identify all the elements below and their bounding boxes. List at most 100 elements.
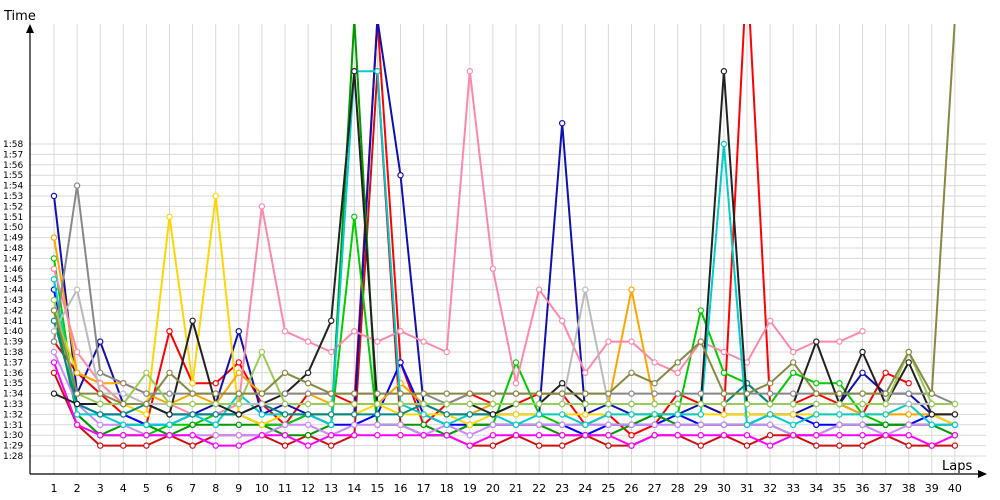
data-point xyxy=(73,421,81,428)
data-point xyxy=(882,411,889,418)
data-point xyxy=(351,328,358,335)
data-point xyxy=(674,432,681,439)
data-point xyxy=(859,411,866,418)
data-point xyxy=(628,421,635,428)
data-point xyxy=(743,421,751,428)
data-point xyxy=(882,390,889,397)
data-point xyxy=(836,400,843,408)
x-tick-label: 20 xyxy=(486,482,500,495)
y-tick-label: 1:54 xyxy=(3,182,23,192)
data-point xyxy=(258,432,266,439)
y-tick-label: 1:48 xyxy=(3,244,23,254)
data-point xyxy=(882,432,889,439)
data-point xyxy=(489,442,497,449)
y-tick-label: 1:42 xyxy=(3,306,23,316)
data-point xyxy=(559,119,566,127)
data-point xyxy=(374,432,381,439)
data-point xyxy=(397,400,404,408)
data-point xyxy=(466,67,473,75)
data-point xyxy=(605,400,612,408)
data-point xyxy=(73,286,81,293)
data-point xyxy=(790,411,797,418)
y-tick-label: 1:49 xyxy=(3,234,23,244)
y-tick-label: 1:47 xyxy=(3,254,23,264)
y-tick-label: 1:32 xyxy=(3,410,23,420)
data-point xyxy=(397,432,404,439)
data-point xyxy=(905,400,912,408)
data-point xyxy=(143,369,150,376)
data-point xyxy=(120,432,127,439)
data-point xyxy=(420,400,427,408)
data-point xyxy=(235,400,242,408)
data-point xyxy=(189,317,196,324)
data-point xyxy=(859,442,866,449)
y-tick-label: 1:45 xyxy=(3,275,23,285)
y-tick-label: 1:37 xyxy=(3,358,23,368)
data-point xyxy=(120,442,127,449)
data-point xyxy=(281,421,289,428)
x-tick-label: 5 xyxy=(143,482,150,495)
data-point xyxy=(50,234,58,241)
data-point xyxy=(720,400,728,408)
x-tick-label: 14 xyxy=(347,482,361,495)
data-point xyxy=(951,421,959,428)
x-tick-label: 18 xyxy=(440,482,454,495)
data-point xyxy=(720,348,728,356)
data-point xyxy=(375,17,380,22)
data-point xyxy=(328,442,335,449)
y-tick-label: 1:34 xyxy=(3,390,23,400)
data-point xyxy=(397,328,404,335)
data-point xyxy=(535,286,543,293)
data-point xyxy=(720,411,728,418)
data-point xyxy=(951,442,959,449)
data-point xyxy=(466,421,473,428)
data-point xyxy=(628,286,635,293)
data-point xyxy=(120,390,127,397)
x-tick-label: 24 xyxy=(578,482,592,495)
data-point xyxy=(813,390,820,397)
data-point xyxy=(143,411,150,418)
y-tick-label: 1:56 xyxy=(3,161,23,171)
x-tick-label: 17 xyxy=(417,482,431,495)
x-tick-label: 37 xyxy=(879,482,893,495)
data-point xyxy=(50,307,58,314)
data-point xyxy=(535,411,543,418)
data-point xyxy=(790,400,797,408)
series-9 xyxy=(50,67,866,418)
data-point xyxy=(281,390,289,397)
data-point xyxy=(281,442,289,449)
x-tick-labels: 1 2 3 4 5 6 7 8 9 10 11 12 13 14 15 16 17 18 19 20 21 22 23 24 2… xyxy=(51,482,962,495)
data-point xyxy=(928,390,936,397)
data-point xyxy=(790,359,797,366)
data-point xyxy=(73,411,81,418)
data-point xyxy=(790,421,797,428)
data-point xyxy=(166,369,173,376)
data-point xyxy=(859,348,866,356)
data-point xyxy=(766,400,774,408)
data-point xyxy=(512,400,520,408)
data-point xyxy=(651,421,658,428)
x-tick-label: 10 xyxy=(255,482,269,495)
data-point xyxy=(235,369,242,376)
data-point xyxy=(674,359,681,366)
data-point xyxy=(120,400,127,408)
data-point xyxy=(628,338,635,345)
x-tick-label: 3 xyxy=(97,482,104,495)
series-14 xyxy=(50,67,959,418)
data-point xyxy=(351,213,358,220)
y-axis-arrow xyxy=(26,24,34,33)
data-point xyxy=(143,421,150,428)
data-point xyxy=(304,380,312,387)
data-point xyxy=(235,421,242,428)
data-point xyxy=(582,400,589,408)
data-point xyxy=(304,432,312,439)
data-point xyxy=(720,390,728,397)
data-point xyxy=(235,328,242,335)
series-18 xyxy=(50,24,956,408)
series-11 xyxy=(50,359,959,449)
data-point xyxy=(512,390,520,397)
data-point xyxy=(628,400,635,408)
data-point xyxy=(420,338,427,345)
data-point xyxy=(859,328,866,335)
